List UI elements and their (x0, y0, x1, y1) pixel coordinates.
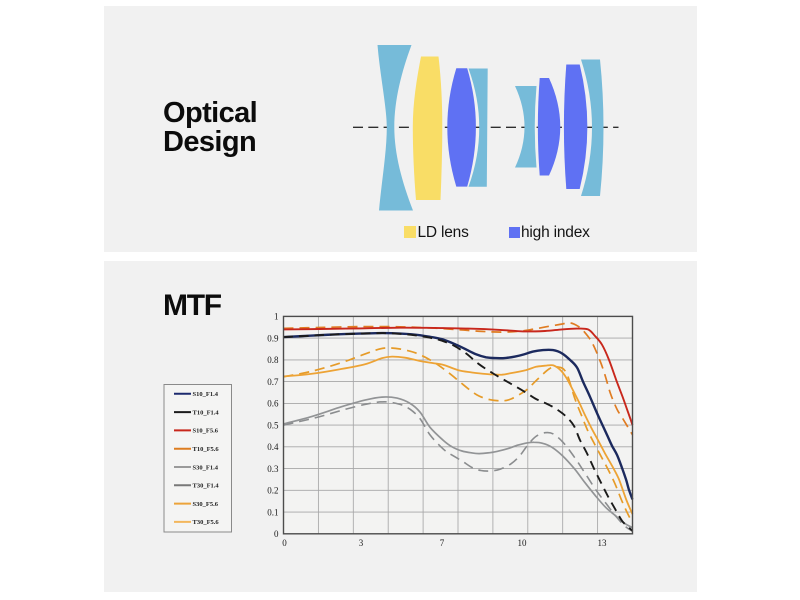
svg-text:S30_F5.6: S30_F5.6 (193, 501, 219, 508)
svg-text:T10_F1.4: T10_F1.4 (193, 409, 220, 416)
svg-text:0.1: 0.1 (267, 507, 278, 517)
svg-text:10: 10 (518, 538, 528, 548)
svg-text:13: 13 (598, 538, 608, 548)
svg-text:1: 1 (274, 312, 279, 322)
svg-text:0.9: 0.9 (267, 333, 279, 343)
svg-text:0.3: 0.3 (267, 464, 279, 474)
svg-text:S10_F1.4: S10_F1.4 (193, 391, 219, 398)
svg-text:0.6: 0.6 (267, 399, 279, 409)
svg-text:0: 0 (282, 538, 287, 548)
svg-text:7: 7 (440, 538, 445, 548)
svg-text:0.4: 0.4 (267, 442, 279, 452)
svg-text:T30_F5.6: T30_F5.6 (193, 519, 220, 526)
svg-text:T30_F1.4: T30_F1.4 (193, 483, 220, 490)
svg-text:S10_F5.6: S10_F5.6 (193, 428, 219, 435)
svg-text:T10_F5.6: T10_F5.6 (193, 446, 220, 453)
svg-text:0.7: 0.7 (267, 377, 279, 387)
svg-text:S30_F1.4: S30_F1.4 (193, 464, 219, 471)
svg-text:0: 0 (274, 529, 279, 539)
svg-text:0.2: 0.2 (267, 486, 278, 496)
svg-text:0.8: 0.8 (267, 355, 279, 365)
svg-text:3: 3 (359, 538, 364, 548)
svg-text:0.5: 0.5 (267, 420, 279, 430)
